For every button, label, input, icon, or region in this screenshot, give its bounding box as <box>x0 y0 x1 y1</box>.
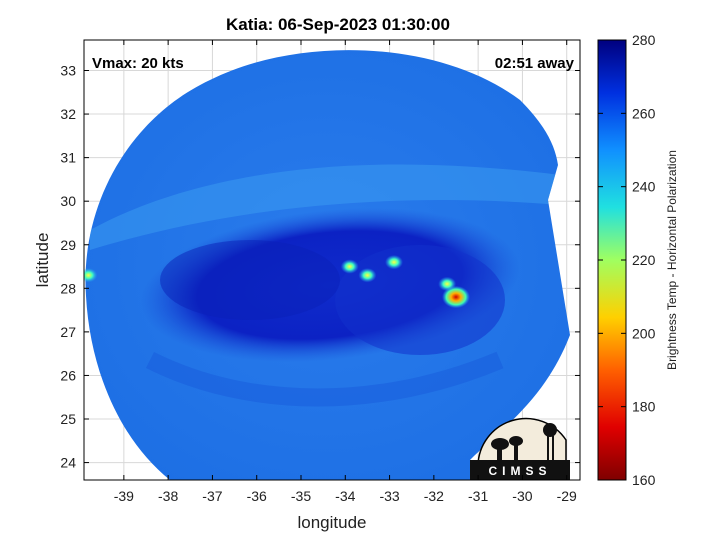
y-tick-label: 32 <box>60 106 76 122</box>
colorbar-tick-label: 160 <box>632 472 656 488</box>
warm-core-spot <box>385 254 403 270</box>
colorbar-tick-label: 200 <box>632 325 656 341</box>
cimss-logo-text: CIMSS <box>488 464 551 478</box>
y-tick-label: 25 <box>60 411 76 427</box>
warm-core-spot <box>340 259 359 274</box>
chart-title: Katia: 06-Sep-2023 01:30:00 <box>226 15 450 34</box>
x-tick-label: -37 <box>202 488 222 504</box>
x-tick-label: -30 <box>512 488 532 504</box>
y-tick-label: 27 <box>60 324 76 340</box>
x-tick-label: -36 <box>247 488 267 504</box>
y-tick-label: 29 <box>60 237 76 253</box>
y-axis-ticks: 24 25 26 27 28 29 30 31 32 33 <box>60 62 580 471</box>
x-tick-label: -35 <box>291 488 311 504</box>
colorbar-tick-label: 180 <box>632 399 656 415</box>
warm-cores <box>84 254 470 309</box>
x-tick-label: -32 <box>424 488 444 504</box>
colorbar-tick-label: 240 <box>632 179 656 195</box>
y-axis-label: latitude <box>33 233 52 288</box>
x-tick-label: -29 <box>557 488 577 504</box>
warm-core-spot <box>358 268 377 283</box>
y-tick-label: 28 <box>60 280 76 296</box>
x-tick-label: -34 <box>335 488 355 504</box>
colorbar-ticks: 160 180 200 220 240 260 280 <box>598 32 656 488</box>
colorbar-tick-label: 220 <box>632 252 656 268</box>
x-tick-label: -33 <box>379 488 399 504</box>
y-tick-label: 30 <box>60 193 76 209</box>
warm-core-spot <box>84 268 98 283</box>
cimss-logo: CIMSS <box>470 417 570 480</box>
microwave-swath <box>84 50 571 480</box>
x-tick-label: -39 <box>114 488 134 504</box>
x-axis-ticks: -39 -38 -37 -36 -35 -34 -33 -32 -31 -30 -29 <box>114 40 577 504</box>
x-axis-label: longitude <box>297 513 366 532</box>
y-tick-label: 31 <box>60 150 76 166</box>
colorbar-tick-label: 280 <box>632 32 656 48</box>
time-away-label: 02:51 away <box>495 55 575 72</box>
colorbar-tick-label: 260 <box>632 105 656 121</box>
y-tick-label: 26 <box>60 367 76 383</box>
warm-core-spot <box>438 276 457 292</box>
colorbar-label: Brightness Temp - Horizontal Polarizatio… <box>665 150 679 370</box>
cool-band <box>90 164 560 250</box>
x-tick-label: -31 <box>468 488 488 504</box>
x-tick-label: -38 <box>158 488 178 504</box>
colorbar: 160 180 200 220 240 260 280 Brightness Temp - … <box>597 32 679 488</box>
vmax-label: Vmax: 20 kts <box>92 55 184 72</box>
plot-area: Vmax: 20 kts 02:51 away CIMSS <box>83 39 581 481</box>
warm-core-spot <box>442 285 470 309</box>
y-tick-label: 24 <box>60 455 76 471</box>
y-tick-label: 33 <box>60 62 76 78</box>
